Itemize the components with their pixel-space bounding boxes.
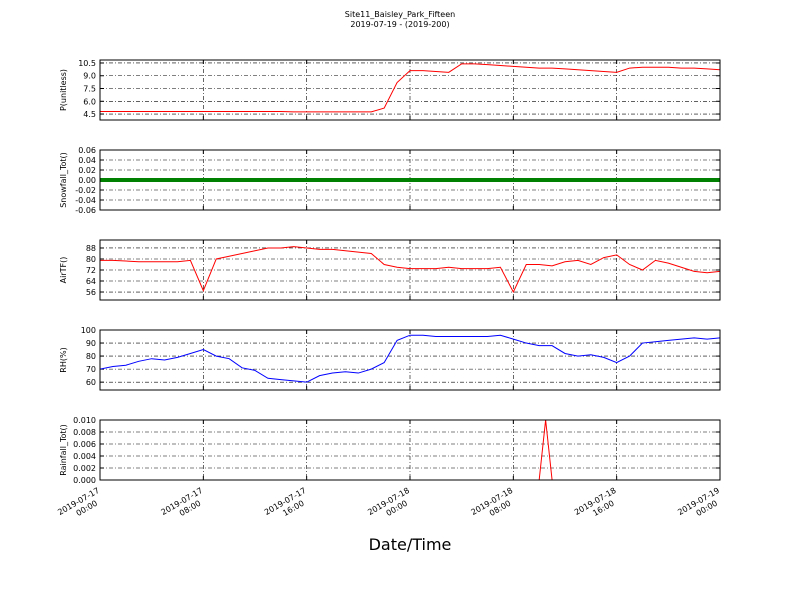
y-tick-label: 7.5 [83, 85, 96, 94]
x-tick-label: 2019-07-1700:00 [56, 486, 106, 526]
x-tick-label: 2019-07-1816:00 [573, 486, 623, 526]
y-tick-label: 4.5 [83, 110, 96, 119]
y-tick-label: 56 [86, 288, 96, 297]
y-tick-label: 60 [86, 378, 96, 387]
y-tick-label: 88 [86, 244, 96, 253]
x-tick-label: 2019-07-1800:00 [366, 486, 416, 526]
y-tick-label: 0.000 [73, 476, 96, 485]
plot-frame [99, 149, 721, 211]
y-tick-label: 0.010 [73, 416, 96, 425]
y-tick-label: 100 [81, 326, 96, 335]
y-tick-label: 6.0 [83, 97, 96, 106]
x-tick-label: 2019-07-1808:00 [470, 486, 520, 526]
data-line [100, 334, 720, 383]
y-tick-label: 0.004 [73, 452, 96, 461]
y-tick-label: 72 [86, 266, 96, 275]
x-tick-label: 2019-07-1900:00 [676, 486, 726, 526]
y-tick-label: -0.02 [75, 186, 96, 195]
y-tick-label: 0.006 [73, 440, 96, 449]
y-tick-label: 9.0 [83, 72, 96, 81]
chart-title: Site11_Baisley_Park_Fifteen [345, 10, 455, 19]
y-tick-label: 0.00 [78, 176, 96, 185]
chart-subtitle: 2019-07-19 - (2019-200) [350, 20, 449, 29]
y-tick-label: 0.06 [78, 146, 96, 155]
y-tick-label: 0.008 [73, 428, 96, 437]
y-tick-label: -0.04 [75, 196, 96, 205]
plot-frame [99, 59, 721, 121]
y-axis-label: Rainfall_Tot() [59, 424, 68, 476]
x-tick-label: 2019-07-1716:00 [263, 486, 313, 526]
plot-frame [99, 419, 721, 481]
data-line [100, 63, 720, 113]
data-line [100, 246, 720, 294]
y-axis-label: AirTF() [59, 257, 68, 284]
x-tick-label: 2019-07-1708:00 [160, 486, 210, 526]
plot-frame [99, 239, 721, 301]
y-tick-label: 80 [86, 255, 96, 264]
y-tick-label: 0.04 [78, 156, 96, 165]
y-tick-label: 0.02 [78, 166, 96, 175]
y-axis-label: Snowfall_Tot() [59, 152, 68, 208]
y-axis-label: RH(%) [59, 347, 68, 372]
y-tick-label: 80 [86, 352, 96, 361]
x-axis-label: Date/Time [369, 535, 452, 554]
y-tick-label: -0.06 [75, 206, 96, 215]
plot-frame [99, 329, 721, 391]
y-tick-label: 70 [86, 365, 96, 374]
y-tick-label: 0.002 [73, 464, 96, 473]
y-tick-label: 64 [86, 277, 96, 286]
y-tick-label: 10.5 [78, 59, 96, 68]
y-axis-label: P(unitless) [59, 69, 68, 111]
y-tick-label: 90 [86, 339, 96, 348]
